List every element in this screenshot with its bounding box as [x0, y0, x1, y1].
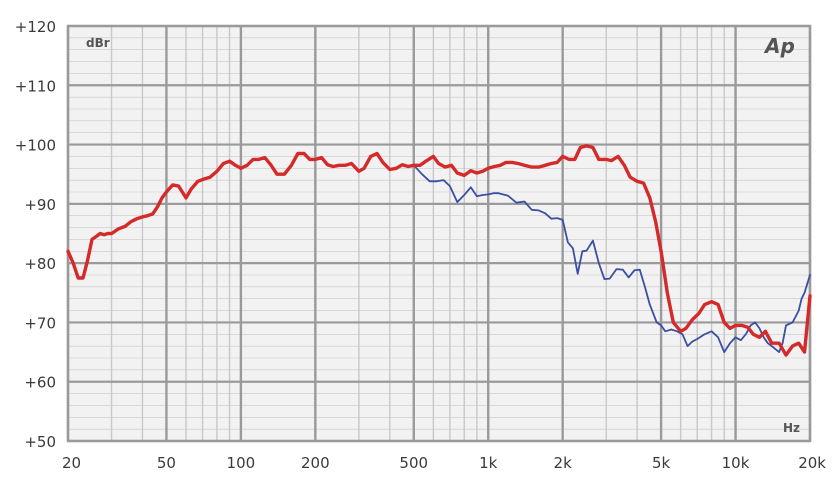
plot-border	[66, 24, 812, 443]
x-tick-label: 20	[62, 454, 81, 472]
y-tick-label: +100	[15, 137, 56, 155]
y-tick-label: +110	[15, 77, 56, 95]
y-tick-label: +70	[24, 314, 56, 332]
x-tick-label: 2k	[554, 454, 573, 472]
y-tick-label: +80	[24, 255, 56, 273]
y-tick-label: +90	[24, 196, 56, 214]
x-tick-label: 1k	[479, 454, 498, 472]
major-gridlines	[66, 24, 812, 443]
x-tick-label: 50	[157, 454, 176, 472]
x-axis-unit-label: Hz	[783, 421, 800, 435]
x-axis-tick-labels: 20 50 100 200 500 1k 2k 5k 10k 20k	[62, 454, 826, 472]
y-tick-label: +120	[15, 18, 56, 36]
plot-background	[68, 26, 810, 441]
y-tick-label: +50	[24, 433, 56, 451]
x-tick-label: 100	[227, 454, 256, 472]
y-tick-label: +60	[24, 374, 56, 392]
x-tick-label: 500	[399, 454, 428, 472]
y-axis-tick-labels: +120 +110 +100 +90 +80 +70 +60 +50	[15, 18, 56, 451]
x-tick-label: 200	[301, 454, 330, 472]
series-line-1	[412, 164, 811, 354]
y-axis-unit-label: dBr	[86, 36, 110, 50]
x-tick-label: 5k	[652, 454, 671, 472]
x-tick-label: 10k	[722, 454, 750, 472]
x-tick-label: 20k	[798, 454, 826, 472]
series-layer	[66, 144, 812, 357]
series-line-2	[66, 144, 812, 357]
ap-logo: Ap	[763, 34, 795, 58]
